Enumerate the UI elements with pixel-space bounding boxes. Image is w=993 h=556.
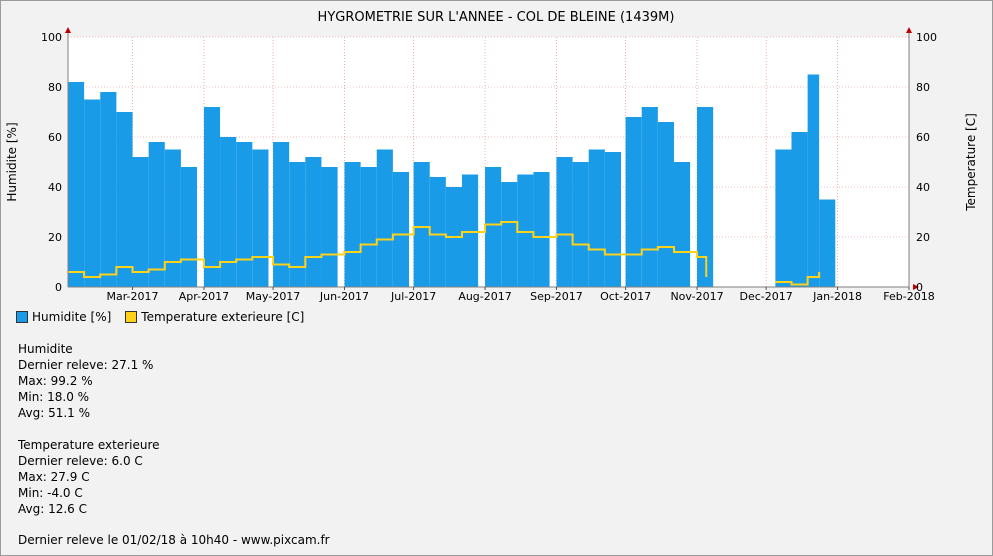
y-tick-right-40: 40 (916, 181, 930, 194)
stats-humidite-max: Max: 99.2 % (18, 374, 93, 388)
legend-label-temperature: Temperature exterieure [C] (141, 310, 305, 324)
y-axis-label-right: Temperature [C] (964, 113, 978, 212)
humidity-bar (252, 149, 269, 287)
y-tick-left-0: 0 (55, 281, 62, 294)
legend-swatch-humidite (16, 311, 28, 323)
stats-temperature-min: Min: -4.0 C (18, 486, 83, 500)
humidity-bar (220, 137, 237, 287)
x-tick-label-Dec-2017: Dec-2017 (740, 290, 793, 303)
humidity-bar (68, 82, 85, 287)
y-tick-right-0: 0 (916, 281, 923, 294)
humidity-bar (203, 107, 221, 287)
stats-temperature-dernier: Dernier releve: 6.0 C (18, 454, 143, 468)
humidity-bar (305, 157, 322, 287)
footer-text: Dernier releve le 01/02/18 à 10h40 - www… (18, 533, 330, 547)
humidity-bar (148, 142, 165, 287)
y-axis-left-arrow-icon (65, 27, 71, 33)
legend-item-humidite: Humidite [%] (16, 310, 111, 324)
y-tick-right-100: 100 (916, 31, 937, 44)
humidity-bar (625, 117, 642, 287)
x-tick-label-Sep-2017: Sep-2017 (530, 290, 583, 303)
y-tick-right-20: 20 (916, 231, 930, 244)
humidity-bar (775, 149, 792, 287)
x-tick-label-Oct-2017: Oct-2017 (600, 290, 651, 303)
humidity-bar (289, 162, 306, 287)
humidity-bar (572, 162, 589, 287)
stats-humidite-title: Humidite (18, 342, 73, 356)
legend: Humidite [%] Temperature exterieure [C] (16, 310, 304, 324)
humidity-bar (321, 167, 338, 287)
x-axis-arrow-icon (913, 284, 919, 290)
x-tick-label-Feb-2018: Feb-2018 (883, 290, 934, 303)
x-tick-label-Apr-2017: Apr-2017 (179, 290, 229, 303)
y-tick-left-40: 40 (48, 181, 62, 194)
humidity-bar (462, 174, 479, 287)
ticks: 0 0 20 20 40 40 60 60 80 80 100 100 Mar-2017 Apr-2017… (41, 31, 937, 303)
humidity-bar (533, 172, 550, 287)
y-tick-right-80: 80 (916, 81, 930, 94)
stats-humidite-dernier: Dernier releve: 27.1 % (18, 358, 154, 372)
humidity-bar (84, 99, 101, 287)
humidity-bar (673, 162, 691, 287)
humidity-bar (344, 162, 361, 287)
stats-humidite-avg: Avg: 51.1 % (18, 406, 91, 420)
y-tick-left-60: 60 (48, 131, 62, 144)
legend-item-temperature: Temperature exterieure [C] (125, 310, 304, 324)
humidity-bar (697, 107, 714, 287)
y-tick-left-100: 100 (41, 31, 62, 44)
legend-label-humidite: Humidite [%] (32, 310, 112, 324)
humidity-bar (164, 149, 181, 287)
humidity-bar (236, 142, 253, 287)
humidity-bar (429, 177, 446, 287)
humidity-bar (556, 157, 573, 287)
x-tick-label-Mar-2017: Mar-2017 (107, 290, 159, 303)
humidity-bar (657, 122, 674, 287)
humidity-bar (501, 182, 518, 287)
y-tick-left-20: 20 (48, 231, 62, 244)
humidity-bar (588, 149, 605, 287)
chart-title: HYGROMETRIE SUR L'ANNEE - COL DE BLEINE … (318, 10, 675, 25)
humidity-bar (376, 149, 393, 287)
x-tick-label-Nov-2017: Nov-2017 (670, 290, 723, 303)
humidity-bar (517, 174, 534, 287)
humidity-bar (360, 167, 377, 287)
legend-swatch-temperature (125, 311, 138, 323)
humidity-bar (807, 74, 820, 287)
y-tick-left-80: 80 (48, 81, 62, 94)
humidity-bar (413, 162, 430, 287)
stats-temperature: Temperature exterieure Dernier releve: 6… (18, 437, 160, 517)
humidity-bar (604, 152, 621, 287)
stats-temperature-avg: Avg: 12.6 C (18, 502, 87, 516)
humidity-bar (180, 167, 198, 287)
stats-humidite: Humidite Dernier releve: 27.1 % Max: 99.… (18, 341, 153, 421)
x-tick-label-Aug-2017: Aug-2017 (458, 290, 511, 303)
stats-humidite-min: Min: 18.0 % (18, 390, 90, 404)
chart-svg: HYGROMETRIE SUR L'ANNEE - COL DE BLEINE … (5, 10, 978, 303)
x-tick-label-Jun-2017: Jun-2017 (319, 290, 369, 303)
humidity-bars (68, 74, 836, 287)
stats-temperature-max: Max: 27.9 C (18, 470, 90, 484)
humidity-bar (641, 107, 658, 287)
y-tick-right-60: 60 (916, 131, 930, 144)
humidity-bar (100, 92, 117, 287)
temperature-line (68, 221, 821, 286)
x-tick-label-May-2017: May-2017 (246, 290, 301, 303)
axes (65, 27, 919, 290)
humidity-bar (819, 199, 836, 287)
humidity-bar (116, 112, 133, 287)
x-tick-label-Jan-2018: Jan-2018 (812, 290, 862, 303)
humidity-bar (485, 167, 502, 287)
temperature-line-group (68, 221, 821, 286)
stats-temperature-title: Temperature exterieure (18, 438, 160, 452)
humidity-bar (392, 172, 410, 287)
y-axis-right-arrow-icon (906, 27, 912, 33)
y-axis-label-left: Humidite [%] (5, 122, 19, 201)
humidity-bar (791, 132, 808, 287)
humidity-bar (132, 157, 149, 287)
x-tick-label-Jul-2017: Jul-2017 (390, 290, 436, 303)
humidity-bar (273, 142, 290, 287)
